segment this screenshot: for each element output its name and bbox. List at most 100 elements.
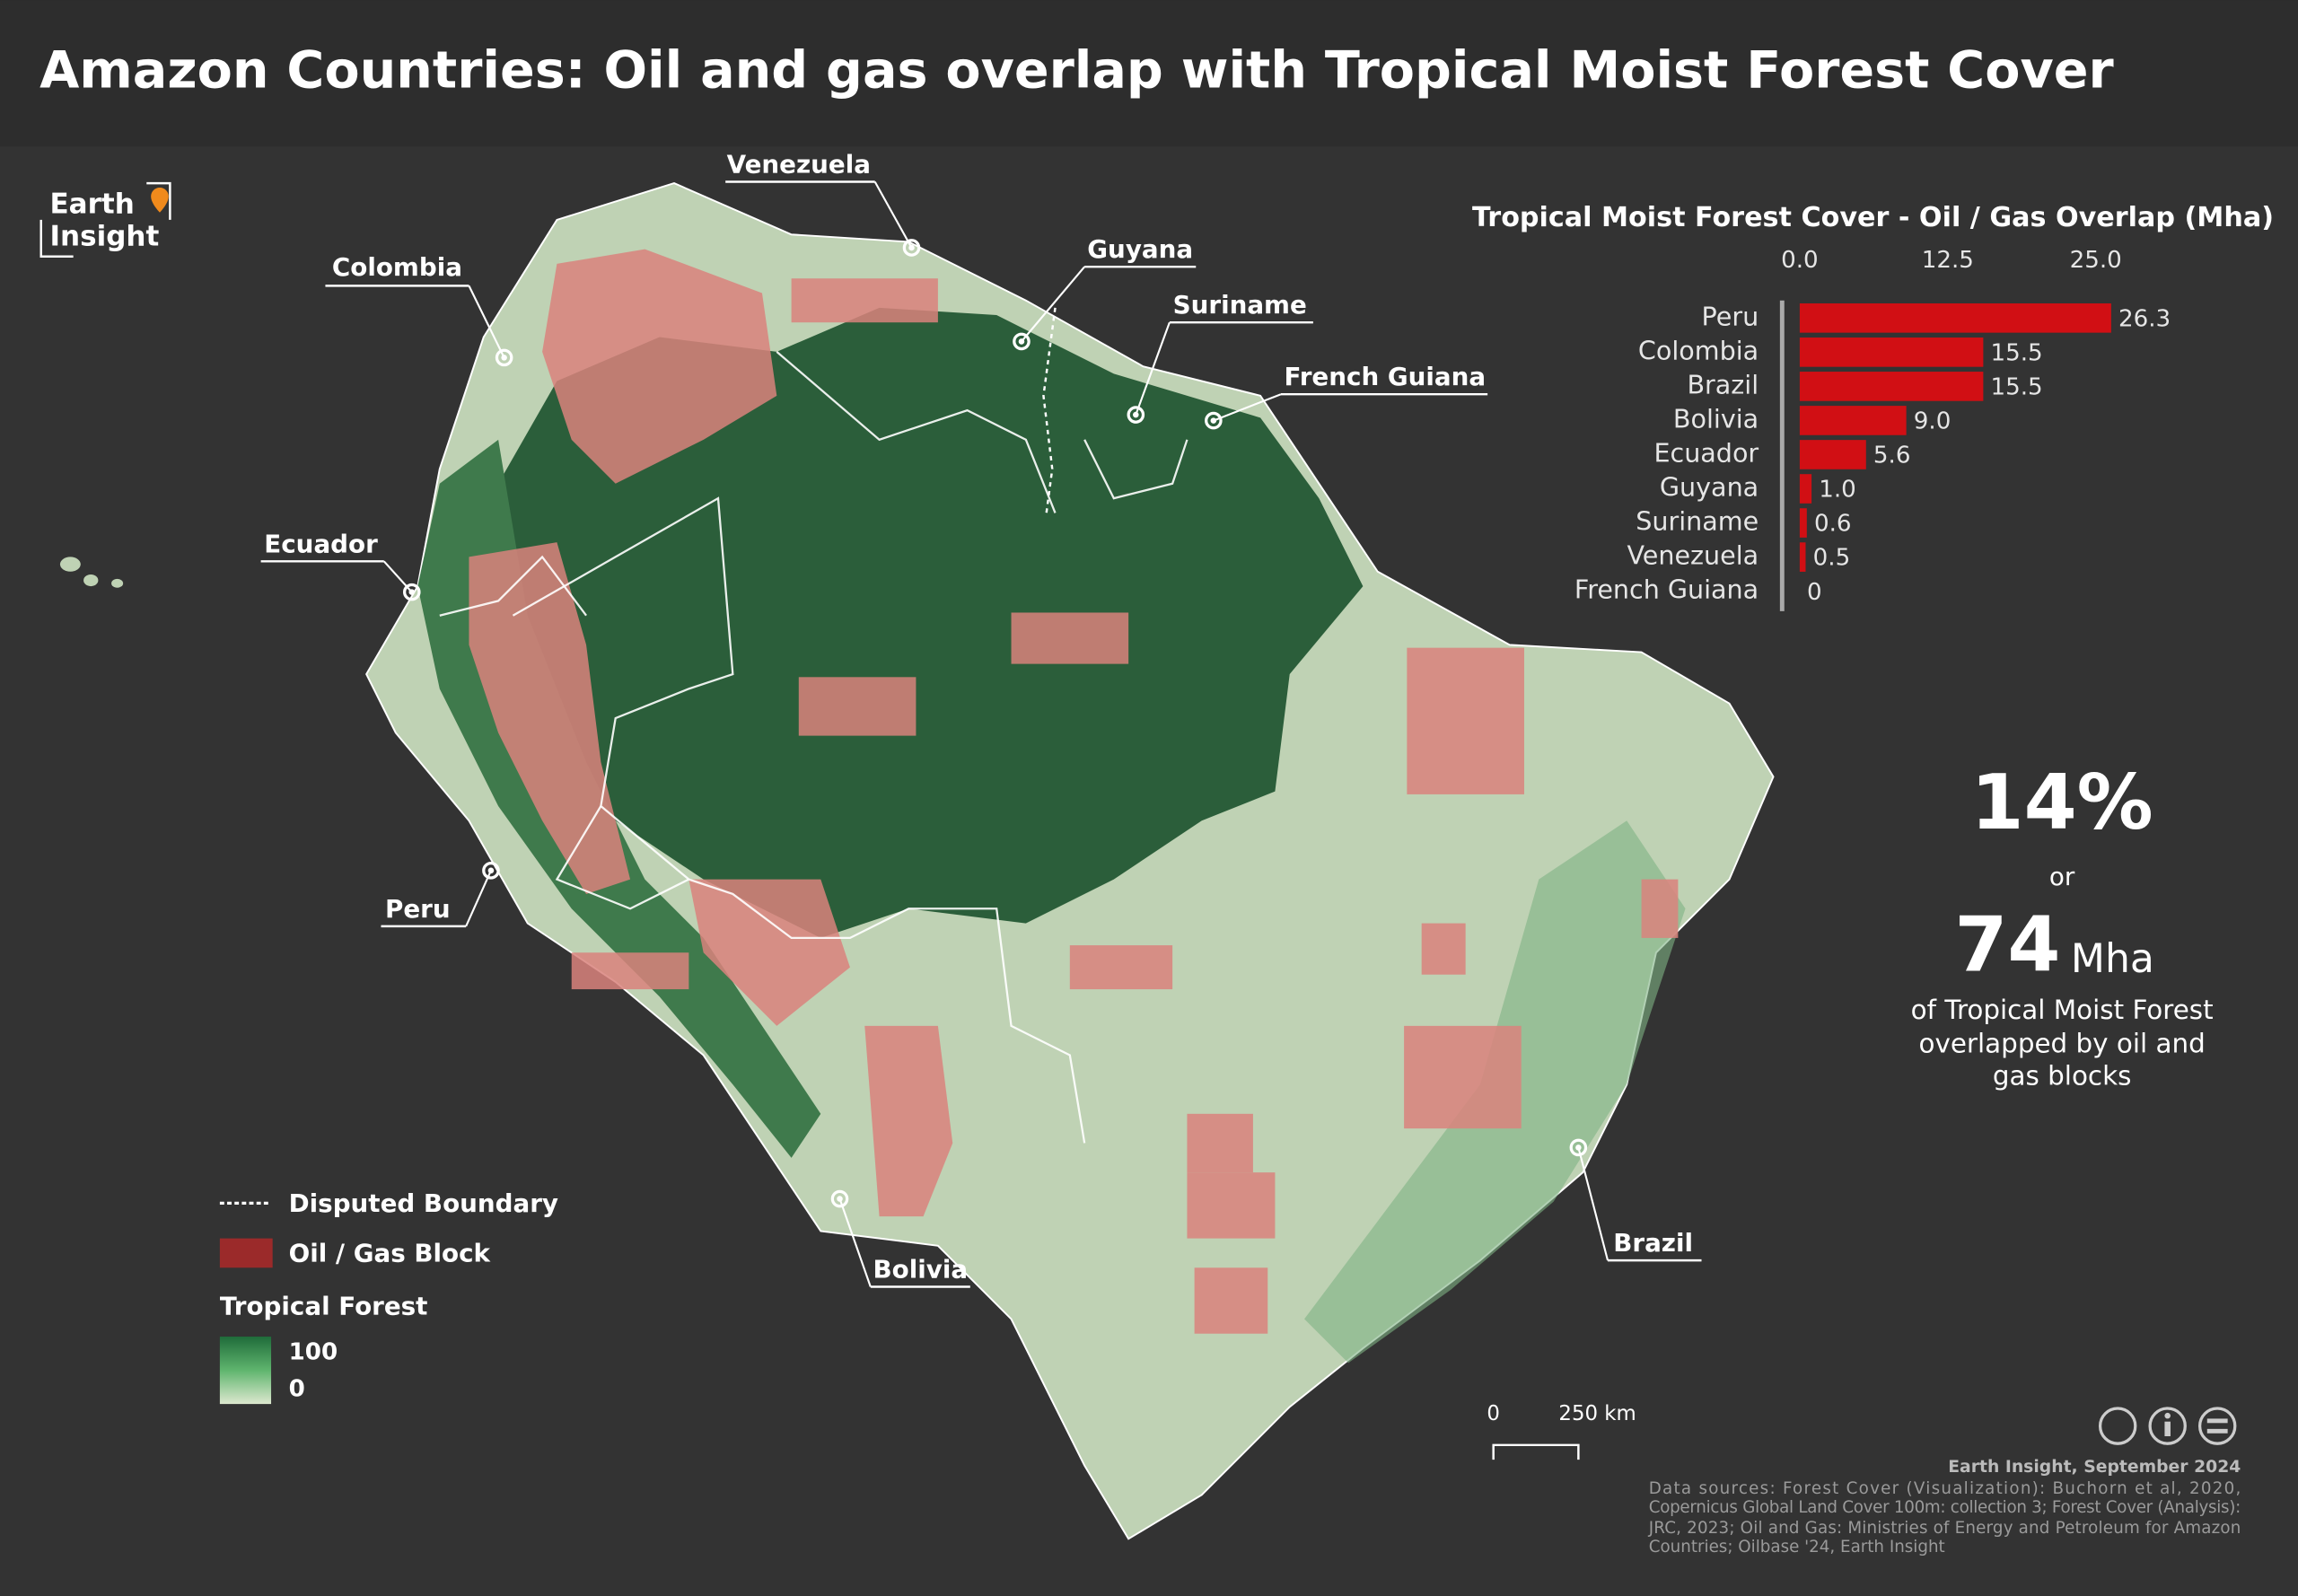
icon-nd-bar (2206, 1418, 2228, 1424)
icon-cc (2098, 1407, 2137, 1445)
stat-amount: 74 (1954, 900, 2060, 989)
stat-caption: overlapped by oil and (1919, 1029, 2206, 1059)
legend-gradient (219, 1337, 272, 1405)
leader-line (838, 1198, 872, 1287)
marker (1013, 332, 1031, 351)
legend-label: Disputed Boundary (289, 1188, 558, 1218)
marker-dot (487, 867, 495, 874)
border (1083, 439, 1188, 500)
block (469, 542, 631, 894)
island (59, 557, 81, 572)
sources-line: Countries; Oilbase '24, Earth Insight (1649, 1538, 1945, 1557)
leader-line (1135, 321, 1171, 416)
bar (1799, 406, 1907, 435)
stats: 14% or 74 Mha of Tropical Moist Forest o… (1911, 759, 2214, 1091)
block (689, 879, 850, 1026)
leader-line (873, 180, 913, 249)
block (1641, 879, 1679, 938)
island (83, 574, 99, 587)
marker-dot (1133, 411, 1139, 418)
marker-dot (837, 1196, 843, 1202)
block (571, 952, 689, 990)
block (864, 1025, 953, 1217)
marker (1127, 406, 1145, 424)
value-label: 9.0 (1914, 408, 1952, 435)
logo-text: Insight (50, 221, 160, 253)
marker (1569, 1138, 1588, 1157)
category-label: Brazil (1687, 369, 1759, 399)
marker-dot (1575, 1144, 1582, 1151)
x-tick-label: 0.0 (1781, 247, 1819, 274)
marker (482, 862, 500, 880)
marker (1205, 411, 1223, 430)
category-label: Guyana (1660, 472, 1759, 503)
label-peru: Peru (381, 862, 500, 928)
logo: Earth Insight (39, 181, 171, 258)
block (798, 677, 917, 736)
legend-label: Oil / Gas Block (289, 1239, 491, 1268)
title: Amazon Countries: Oil and gas overlap wi… (39, 40, 2114, 100)
value-label: 0.5 (1813, 545, 1851, 572)
category-label: Peru (1702, 301, 1759, 331)
block (1187, 1113, 1253, 1173)
icon-by-head (2164, 1412, 2171, 1419)
country-label: French Guiana (1285, 362, 1487, 391)
label-french-guiana: French Guiana (1205, 362, 1488, 430)
label-brazil: Brazil (1569, 1138, 1702, 1262)
block (1011, 612, 1129, 664)
scale-label: 250 km (1558, 1402, 1636, 1425)
marker (495, 348, 513, 367)
x-tick-label: 12.5 (1922, 247, 1974, 274)
logo-text: Earth (50, 189, 135, 221)
island (111, 578, 124, 588)
value-label: 5.6 (1873, 443, 1911, 469)
block (791, 278, 938, 323)
block (1187, 1172, 1276, 1239)
marker-dot (408, 589, 416, 595)
country-label: Peru (385, 894, 451, 924)
block (1407, 647, 1524, 794)
leader-line (465, 870, 492, 927)
chart-title: Tropical Moist Forest Cover - Oil / Gas … (1472, 202, 2274, 233)
oil-gas-blocks (469, 249, 1679, 1334)
credits: Earth Insight, September 2024 Data sourc… (1648, 1458, 2241, 1557)
country-label: Colombia (332, 252, 462, 282)
sources-line: Copernicus Global Land Cover 100m: colle… (1649, 1498, 2241, 1517)
islands (59, 557, 124, 588)
border (776, 350, 1057, 513)
marker-dot (1210, 417, 1217, 424)
x-tick-label: 25.0 (2070, 247, 2122, 274)
block (1404, 1025, 1522, 1129)
category-label: Suriname (1636, 506, 1759, 537)
bar (1799, 372, 1984, 401)
category-label: French Guiana (1574, 574, 1759, 605)
label-ecuador: Ecuador (260, 529, 421, 601)
block (1069, 945, 1173, 990)
marker (902, 239, 921, 257)
country-label: Venezuela (727, 150, 871, 180)
marker-dot (501, 355, 507, 361)
legend-label: 100 (289, 1338, 338, 1365)
category-label: Bolivia (1673, 403, 1759, 434)
marker (830, 1189, 849, 1208)
bar (1799, 474, 1812, 504)
stat-percent: 14% (1971, 759, 2153, 847)
block (542, 249, 777, 484)
logo-frame (146, 181, 171, 220)
scale-bar: 0 250 km (1487, 1402, 1636, 1460)
border (688, 878, 1086, 1144)
category-label: Venezuela (1627, 540, 1759, 571)
legend: Disputed Boundary Oil / Gas Block Tropic… (219, 1188, 558, 1405)
leader-line (1577, 1147, 1609, 1261)
scale-label: 0 (1487, 1402, 1500, 1425)
country-label: Guyana (1087, 234, 1193, 264)
leader-line (1213, 393, 1282, 422)
marker-dot (1018, 338, 1025, 345)
sources-line: Data sources: Forest Cover (Visualizatio… (1649, 1479, 2241, 1498)
label-guyana: Guyana (1013, 234, 1197, 351)
label-venezuela: Venezuela (725, 150, 921, 257)
bar (1799, 338, 1984, 367)
value-label: 26.3 (2118, 305, 2171, 332)
value-label: 1.0 (1819, 477, 1856, 504)
